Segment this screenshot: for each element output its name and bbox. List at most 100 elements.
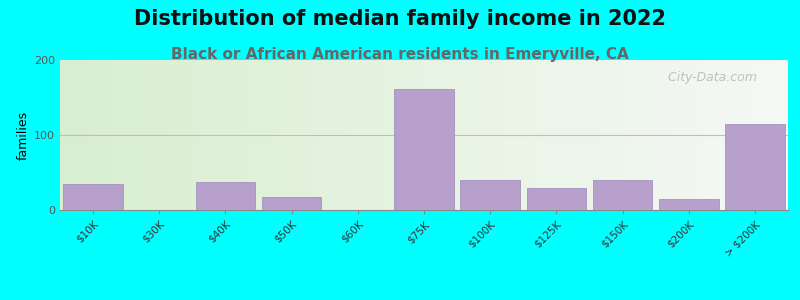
Bar bbox=[442, 60, 446, 210]
Bar bbox=[140, 60, 144, 210]
Bar bbox=[297, 60, 300, 210]
Bar bbox=[406, 60, 410, 210]
Bar bbox=[501, 60, 504, 210]
Bar bbox=[355, 60, 358, 210]
Bar bbox=[562, 60, 566, 210]
Bar bbox=[461, 180, 520, 210]
Text: Distribution of median family income in 2022: Distribution of median family income in … bbox=[134, 9, 666, 29]
Bar bbox=[482, 60, 486, 210]
Bar bbox=[664, 60, 668, 210]
Bar bbox=[333, 60, 337, 210]
Bar bbox=[213, 60, 217, 210]
Bar bbox=[726, 60, 730, 210]
Bar bbox=[697, 60, 701, 210]
Text: Black or African American residents in Emeryville, CA: Black or African American residents in E… bbox=[171, 46, 629, 62]
Bar bbox=[511, 60, 515, 210]
Bar bbox=[170, 60, 173, 210]
Bar bbox=[457, 60, 461, 210]
Bar bbox=[584, 60, 588, 210]
Bar bbox=[71, 60, 74, 210]
Bar bbox=[330, 60, 333, 210]
Bar bbox=[304, 60, 307, 210]
Bar bbox=[493, 60, 497, 210]
Bar bbox=[752, 60, 755, 210]
Bar bbox=[413, 60, 417, 210]
Bar bbox=[300, 60, 304, 210]
Bar bbox=[624, 60, 628, 210]
Bar bbox=[777, 60, 781, 210]
Bar bbox=[177, 60, 180, 210]
Bar bbox=[671, 60, 675, 210]
Bar bbox=[631, 60, 635, 210]
Bar bbox=[220, 60, 224, 210]
Bar bbox=[468, 60, 471, 210]
Bar bbox=[715, 60, 719, 210]
Bar bbox=[104, 60, 107, 210]
Bar bbox=[694, 60, 697, 210]
Bar bbox=[730, 60, 734, 210]
Bar bbox=[260, 60, 264, 210]
Bar bbox=[595, 60, 598, 210]
Bar bbox=[380, 60, 384, 210]
Bar bbox=[227, 60, 231, 210]
Bar bbox=[107, 60, 111, 210]
Bar bbox=[737, 60, 741, 210]
Bar bbox=[657, 60, 661, 210]
Bar bbox=[741, 60, 744, 210]
Bar bbox=[133, 60, 137, 210]
Bar bbox=[504, 60, 508, 210]
Bar bbox=[475, 60, 478, 210]
Bar bbox=[748, 60, 752, 210]
Bar bbox=[679, 60, 682, 210]
Bar bbox=[446, 60, 450, 210]
Bar bbox=[347, 60, 351, 210]
Bar bbox=[217, 60, 220, 210]
Bar bbox=[526, 60, 530, 210]
Bar bbox=[453, 60, 457, 210]
Bar bbox=[315, 60, 318, 210]
Bar bbox=[198, 60, 202, 210]
Bar bbox=[654, 60, 657, 210]
Bar bbox=[417, 60, 420, 210]
Bar bbox=[490, 60, 493, 210]
Bar bbox=[184, 60, 187, 210]
Bar bbox=[675, 60, 679, 210]
Bar bbox=[659, 199, 718, 210]
Bar bbox=[267, 60, 271, 210]
Bar bbox=[64, 60, 67, 210]
Bar bbox=[234, 60, 238, 210]
Bar bbox=[210, 60, 213, 210]
Bar bbox=[682, 60, 686, 210]
Bar bbox=[574, 60, 577, 210]
Bar bbox=[464, 60, 468, 210]
Bar bbox=[555, 60, 558, 210]
Bar bbox=[196, 182, 255, 210]
Bar bbox=[358, 60, 362, 210]
Bar bbox=[60, 60, 64, 210]
Bar bbox=[86, 60, 89, 210]
Bar bbox=[508, 60, 511, 210]
Bar bbox=[122, 60, 126, 210]
Bar bbox=[242, 60, 246, 210]
Bar bbox=[410, 60, 413, 210]
Bar bbox=[366, 60, 370, 210]
Bar bbox=[558, 60, 562, 210]
Bar bbox=[337, 60, 340, 210]
Bar bbox=[395, 60, 398, 210]
Bar bbox=[784, 60, 788, 210]
Bar bbox=[147, 60, 151, 210]
Bar bbox=[191, 60, 194, 210]
Bar bbox=[340, 60, 344, 210]
Bar bbox=[734, 60, 737, 210]
Bar bbox=[566, 60, 570, 210]
Bar bbox=[318, 60, 322, 210]
Bar bbox=[326, 60, 330, 210]
Bar bbox=[431, 60, 435, 210]
Bar bbox=[650, 60, 654, 210]
Bar bbox=[118, 60, 122, 210]
Bar bbox=[471, 60, 475, 210]
Bar bbox=[424, 60, 428, 210]
Bar bbox=[755, 60, 759, 210]
Bar bbox=[588, 60, 591, 210]
Bar bbox=[522, 60, 526, 210]
